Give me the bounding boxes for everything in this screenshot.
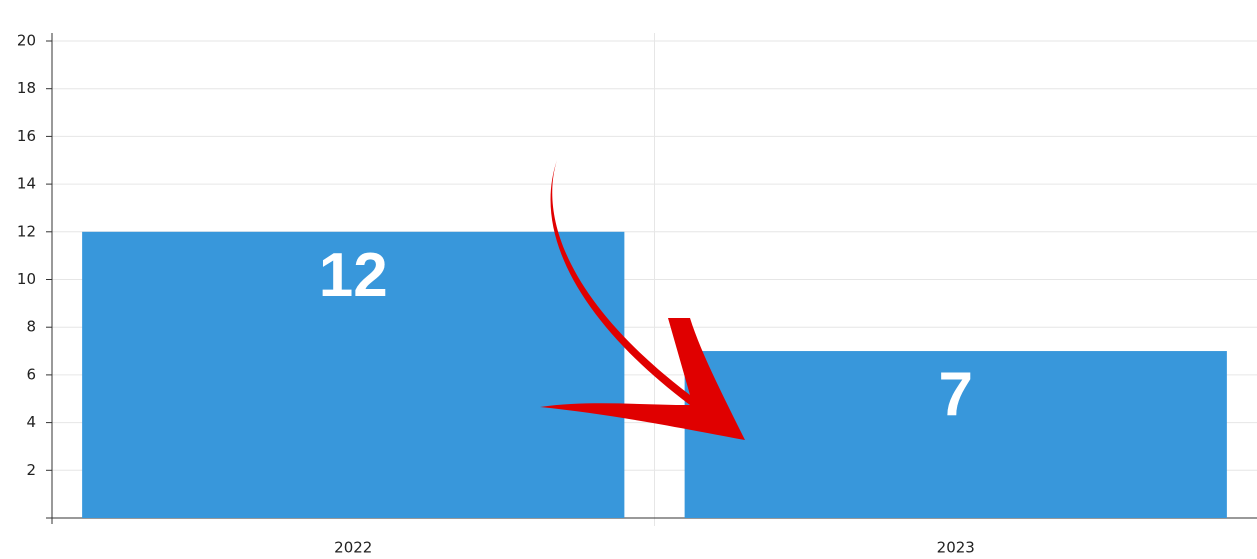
x-tick-label: 2022: [334, 539, 372, 557]
trend-arrow: [540, 160, 745, 440]
y-tick-label: 20: [17, 32, 36, 50]
bar: [684, 351, 1227, 518]
y-tick-label: 10: [17, 270, 36, 288]
y-tick-label: 2: [26, 461, 36, 479]
y-tick-label: 16: [17, 127, 36, 145]
y-tick-label: 6: [26, 365, 36, 383]
data-label: 7: [939, 360, 973, 429]
y-tick-label: 4: [26, 413, 36, 431]
y-tick-label: 12: [17, 222, 36, 240]
y-tick-label: 14: [17, 175, 36, 193]
x-tick-label: 2023: [937, 539, 975, 557]
bar: [82, 231, 625, 519]
y-tick-label: 8: [26, 318, 36, 336]
bar-layer: 12 7: [82, 231, 1227, 519]
data-label: 12: [319, 241, 388, 310]
y-tick-label: 18: [17, 79, 36, 97]
